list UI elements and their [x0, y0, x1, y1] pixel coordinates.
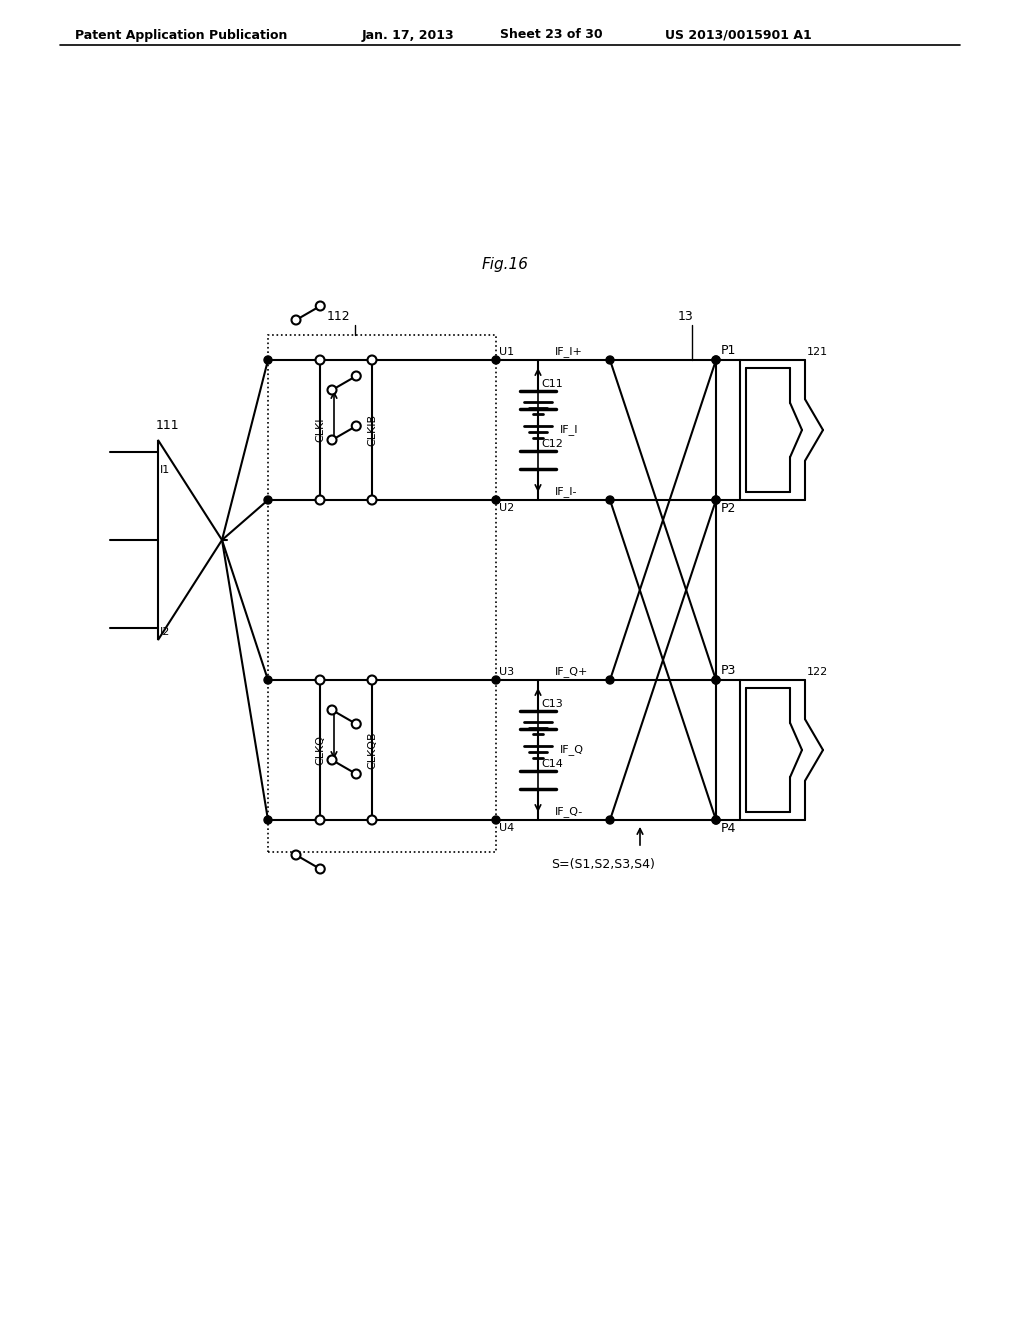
Text: P4: P4 — [721, 822, 736, 836]
Text: U4: U4 — [499, 822, 514, 833]
Text: IF_I: IF_I — [560, 425, 579, 436]
Circle shape — [352, 770, 360, 779]
Text: 122: 122 — [807, 667, 828, 677]
Circle shape — [264, 356, 272, 364]
Text: I1: I1 — [160, 465, 170, 475]
Circle shape — [264, 676, 272, 684]
Circle shape — [712, 676, 720, 684]
Circle shape — [368, 816, 377, 825]
Circle shape — [712, 816, 720, 824]
Circle shape — [315, 865, 325, 874]
Text: S=(S1,S2,S3,S4): S=(S1,S2,S3,S4) — [551, 858, 655, 871]
Circle shape — [292, 315, 300, 325]
Circle shape — [352, 719, 360, 729]
Circle shape — [352, 421, 360, 430]
Text: CLKIB: CLKIB — [367, 414, 377, 446]
Circle shape — [606, 676, 614, 684]
Text: IF_Q+: IF_Q+ — [555, 667, 589, 677]
Circle shape — [315, 355, 325, 364]
Text: P1: P1 — [721, 345, 736, 356]
Circle shape — [328, 755, 337, 764]
Circle shape — [492, 816, 500, 824]
Text: 111: 111 — [156, 418, 179, 432]
Circle shape — [352, 371, 360, 380]
Text: CLKI: CLKI — [315, 417, 325, 442]
Text: U1: U1 — [499, 347, 514, 356]
Text: Sheet 23 of 30: Sheet 23 of 30 — [500, 29, 603, 41]
Text: Jan. 17, 2013: Jan. 17, 2013 — [362, 29, 455, 41]
Circle shape — [712, 496, 720, 504]
Circle shape — [712, 356, 720, 364]
Text: I2: I2 — [160, 627, 170, 638]
Circle shape — [712, 816, 720, 824]
Circle shape — [606, 816, 614, 824]
Circle shape — [712, 676, 720, 684]
Text: Patent Application Publication: Patent Application Publication — [75, 29, 288, 41]
Circle shape — [606, 356, 614, 364]
Circle shape — [712, 496, 720, 504]
Text: US 2013/0015901 A1: US 2013/0015901 A1 — [665, 29, 812, 41]
Circle shape — [264, 496, 272, 504]
Text: C13: C13 — [541, 700, 563, 709]
Circle shape — [328, 705, 337, 714]
Circle shape — [492, 356, 500, 364]
Circle shape — [315, 301, 325, 310]
Text: IF_Q: IF_Q — [560, 744, 584, 755]
Circle shape — [315, 495, 325, 504]
Text: C12: C12 — [541, 440, 563, 449]
Circle shape — [315, 676, 325, 685]
Circle shape — [315, 816, 325, 825]
Circle shape — [492, 676, 500, 684]
Text: CLKQ: CLKQ — [315, 735, 325, 766]
Text: CLKQB: CLKQB — [367, 731, 377, 768]
Text: P3: P3 — [721, 664, 736, 677]
Circle shape — [328, 436, 337, 445]
Text: 112: 112 — [327, 310, 350, 323]
Text: C11: C11 — [541, 379, 563, 389]
Circle shape — [328, 385, 337, 395]
Text: Fig.16: Fig.16 — [481, 257, 528, 272]
Circle shape — [368, 495, 377, 504]
Circle shape — [492, 496, 500, 504]
Text: C14: C14 — [541, 759, 563, 770]
Text: U2: U2 — [499, 503, 514, 513]
Text: 121: 121 — [807, 347, 828, 356]
Text: IF_I+: IF_I+ — [555, 346, 583, 356]
Text: IF_Q-: IF_Q- — [555, 807, 584, 817]
Circle shape — [368, 676, 377, 685]
Text: IF_I-: IF_I- — [555, 486, 578, 498]
Text: P2: P2 — [721, 502, 736, 515]
Text: 13: 13 — [678, 310, 694, 323]
Circle shape — [368, 355, 377, 364]
Text: U3: U3 — [499, 667, 514, 677]
Circle shape — [712, 356, 720, 364]
Circle shape — [606, 496, 614, 504]
Circle shape — [292, 850, 300, 859]
Circle shape — [264, 816, 272, 824]
